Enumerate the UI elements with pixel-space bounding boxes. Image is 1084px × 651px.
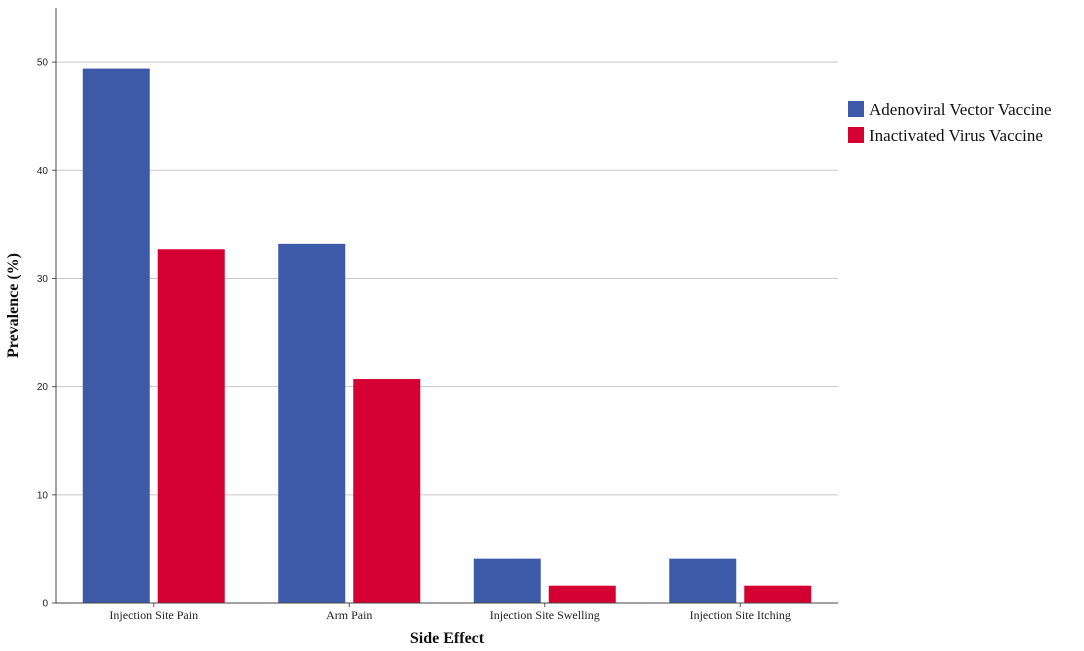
bar-inactivated-2	[353, 379, 421, 603]
y-axis-ticks: 0 10 20 30 40 50	[37, 58, 56, 610]
bar-adenoviral-2	[278, 243, 346, 603]
bar-inactivated-3	[548, 585, 616, 603]
y-tick-label: 30	[37, 274, 49, 285]
legend-swatch	[848, 127, 864, 143]
legend: Adenoviral Vector Vaccine Inactivated Vir…	[848, 100, 1052, 145]
bars	[82, 68, 812, 604]
legend-label: Inactivated Virus Vaccine	[869, 126, 1043, 145]
y-tick-label: 20	[37, 382, 49, 393]
y-axis-title: Prevalence (%)	[5, 253, 22, 358]
bar-inactivated-4	[744, 585, 812, 603]
bar-adenoviral-3	[473, 558, 541, 603]
legend-swatch	[848, 101, 864, 117]
y-tick-label: 50	[37, 58, 49, 69]
bar-inactivated-1	[157, 249, 225, 603]
y-tick-label: 0	[42, 599, 48, 610]
x-category-label: Injection Site Itching	[690, 608, 791, 622]
bar-adenoviral-1	[82, 68, 150, 604]
bar-adenoviral-4	[669, 558, 737, 603]
x-category-label: Injection Site Pain	[109, 608, 198, 622]
x-category-label: Arm Pain	[326, 608, 372, 622]
legend-label: Adenoviral Vector Vaccine	[869, 100, 1052, 119]
y-tick-label: 10	[37, 490, 49, 501]
x-axis-categories: Injection Site Pain Arm Pain Injection Sit…	[109, 603, 791, 622]
y-tick-label: 40	[37, 166, 49, 177]
x-category-label: Injection Site Swelling	[490, 608, 600, 622]
x-axis-title: Side Effect	[410, 630, 485, 647]
axes	[55, 8, 838, 604]
